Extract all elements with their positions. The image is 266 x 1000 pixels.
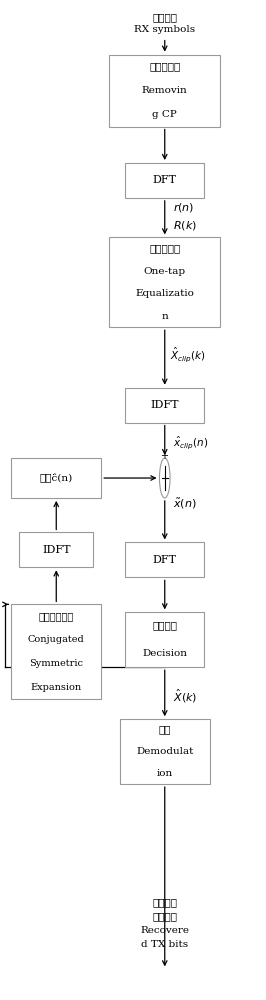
FancyBboxPatch shape (109, 237, 220, 327)
Text: 共轭对称扩展: 共轭对称扩展 (39, 612, 74, 621)
Text: Decision: Decision (142, 649, 187, 658)
Text: 发送比特: 发送比特 (152, 912, 177, 921)
Text: 恢复出的: 恢复出的 (152, 898, 177, 907)
FancyBboxPatch shape (125, 163, 205, 198)
Text: Expansion: Expansion (31, 683, 82, 692)
Text: One-tap: One-tap (144, 267, 186, 276)
Text: DFT: DFT (153, 555, 177, 565)
FancyBboxPatch shape (11, 458, 101, 498)
Text: 生成ĉ̂(n): 生成ĉ̂(n) (40, 473, 73, 483)
Text: ion: ion (157, 769, 173, 778)
Text: Conjugated: Conjugated (28, 635, 85, 644)
Text: +: + (160, 451, 168, 461)
Text: 符号判决: 符号判决 (152, 622, 177, 631)
Text: $R(k)$: $R(k)$ (173, 219, 197, 232)
FancyBboxPatch shape (125, 542, 205, 577)
Text: IDFT: IDFT (151, 400, 179, 410)
Text: DFT: DFT (153, 175, 177, 185)
Text: Removin: Removin (142, 86, 188, 95)
Text: Symmetric: Symmetric (29, 659, 83, 668)
FancyBboxPatch shape (125, 612, 205, 667)
Text: g CP: g CP (152, 110, 177, 119)
Text: $\hat{x}_{clip}(n)$: $\hat{x}_{clip}(n)$ (173, 435, 208, 451)
Text: 去循环前缀: 去循环前缀 (149, 62, 180, 71)
Text: Demodulat: Demodulat (136, 747, 193, 756)
Text: IDFT: IDFT (42, 545, 70, 555)
Text: 解调: 解调 (159, 726, 171, 735)
Text: $\hat{X}_{clip}(k)$: $\hat{X}_{clip}(k)$ (170, 345, 206, 364)
Text: n: n (161, 312, 168, 321)
Text: 单抚头均衡: 单抚头均衡 (149, 244, 180, 253)
Text: $\hat{X}(k)$: $\hat{X}(k)$ (173, 688, 197, 705)
FancyBboxPatch shape (11, 604, 101, 699)
Text: $\tilde{x}(n)$: $\tilde{x}(n)$ (173, 497, 196, 511)
FancyBboxPatch shape (19, 532, 93, 567)
Text: Recovere: Recovere (140, 926, 189, 935)
FancyBboxPatch shape (120, 719, 210, 784)
Circle shape (159, 458, 170, 498)
Text: RX symbols: RX symbols (134, 25, 195, 34)
Text: d TX bits: d TX bits (141, 940, 188, 949)
FancyBboxPatch shape (125, 388, 205, 423)
Text: $r(n)$: $r(n)$ (173, 201, 194, 214)
Text: Equalizatio: Equalizatio (135, 289, 194, 298)
Text: 接收符号: 接收符号 (152, 13, 177, 22)
FancyBboxPatch shape (109, 55, 220, 127)
